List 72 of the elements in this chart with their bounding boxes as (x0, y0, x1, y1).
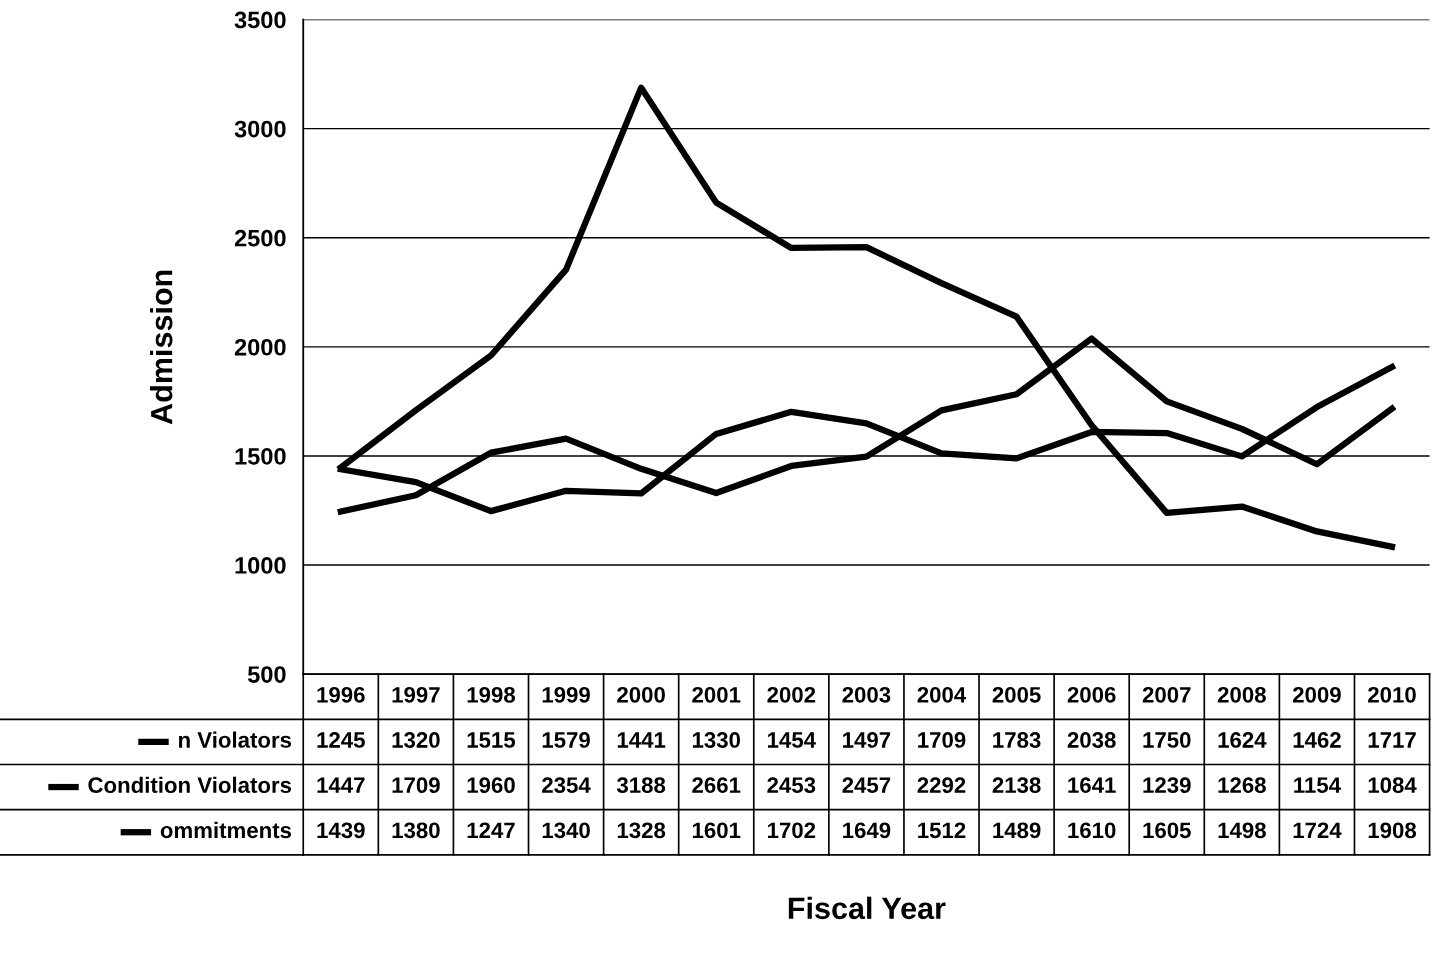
data-label: 1579 (542, 732, 590, 748)
data-label: 1247 (467, 822, 515, 838)
data-label: 1624 (1218, 732, 1267, 748)
y-tick-label: 500 (247, 666, 286, 683)
data-label: 1498 (1218, 822, 1266, 839)
legend-label: Condition Violators (88, 776, 292, 794)
data-label: 1702 (768, 822, 816, 839)
x-tick-label: 2008 (1217, 686, 1266, 703)
data-label: 1610 (1068, 822, 1116, 839)
legend-label: n Violators (179, 731, 292, 748)
data-label: 1268 (1218, 777, 1266, 794)
data-label: 1497 (843, 732, 891, 748)
x-tick-label: 2002 (767, 686, 816, 703)
data-label: 2038 (1067, 732, 1116, 748)
data-label: 1380 (392, 822, 440, 839)
y-tick-label: 3000 (234, 120, 286, 138)
x-tick-label: 2006 (1067, 686, 1116, 703)
y-tick-label: 3500 (234, 11, 286, 29)
data-label: 1439 (317, 822, 365, 839)
data-label: 1717 (1368, 732, 1416, 748)
data-label: 1515 (467, 732, 516, 748)
data-label: 1154 (1294, 777, 1341, 794)
data-label: 2453 (767, 777, 816, 794)
data-label: 1724 (1293, 822, 1342, 838)
x-tick-label: 2005 (992, 686, 1041, 703)
x-tick-label: 1997 (392, 686, 440, 703)
text: Fiscal Year (788, 896, 946, 920)
data-label: 1605 (1143, 822, 1191, 839)
x-tick-label: 1999 (542, 686, 590, 703)
data-label: 1084 (1368, 777, 1417, 794)
data-label: 1454 (768, 732, 816, 748)
x-tick-label: 2010 (1368, 686, 1416, 703)
data-label: 2661 (692, 777, 741, 794)
data-label: 1908 (1368, 822, 1417, 839)
x-tick-label: 2000 (617, 686, 665, 703)
data-label: 1750 (1143, 732, 1191, 748)
data-label: 3188 (616, 777, 666, 794)
y-tick-label: 2500 (234, 229, 286, 247)
data-label: 1783 (993, 732, 1041, 748)
data-label: 1960 (467, 777, 515, 794)
data-label: 1245 (317, 732, 365, 748)
data-label: 1330 (692, 732, 741, 748)
x-tick-label: 2009 (1292, 686, 1341, 703)
data-label: 1649 (843, 822, 891, 839)
x-tick-label: 2001 (692, 686, 741, 703)
data-label: 1462 (1293, 732, 1341, 748)
data-label: 1709 (918, 732, 966, 748)
x-tick-label: 2003 (842, 686, 891, 703)
y-tick-label: 2000 (234, 338, 286, 356)
data-label: 1601 (692, 822, 741, 839)
data-label: 1328 (617, 822, 666, 839)
y-tick-label: 1000 (235, 557, 286, 574)
y-tick-label: 1500 (235, 448, 286, 465)
data-label: 1340 (542, 822, 590, 839)
data-label: 1441 (617, 732, 666, 748)
data-label: 1709 (392, 777, 440, 794)
data-label: 1447 (317, 777, 365, 793)
x-tick-label: 1996 (317, 686, 365, 703)
data-label: 1641 (1068, 777, 1116, 794)
data-label: 2292 (917, 777, 966, 794)
data-label: 2457 (842, 777, 891, 794)
data-label: 1489 (993, 822, 1041, 839)
x-tick-label: 2007 (1142, 686, 1191, 703)
data-label: 1239 (1143, 777, 1191, 794)
legend-label: ommitments (160, 821, 292, 839)
data-label: 2354 (542, 777, 591, 794)
data-label: 1512 (918, 822, 966, 839)
data-label: 1320 (392, 732, 440, 748)
x-tick-label: 1998 (467, 686, 515, 703)
x-tick-label: 2004 (917, 686, 967, 703)
data-label: 2138 (992, 777, 1041, 794)
y-axis-title: Admission (150, 270, 173, 425)
